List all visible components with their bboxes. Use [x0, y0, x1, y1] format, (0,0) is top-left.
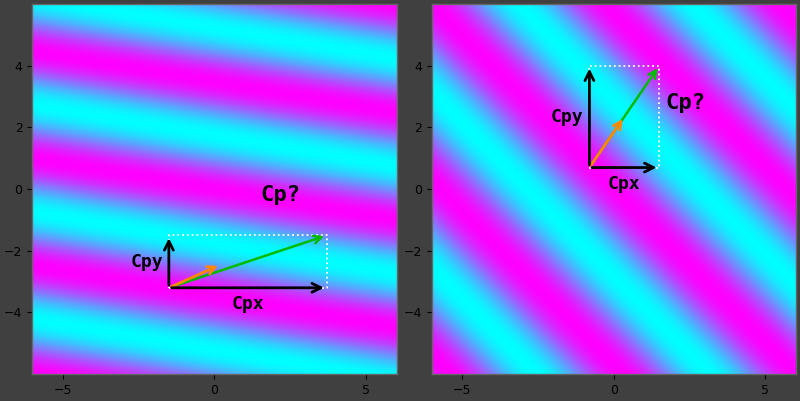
Text: Cp?: Cp? [260, 185, 300, 205]
Text: Cpy: Cpy [130, 253, 162, 271]
Text: Cpx: Cpx [608, 175, 641, 193]
Text: Cpy: Cpy [550, 108, 583, 126]
Text: Cpx: Cpx [231, 296, 264, 314]
Text: Cp?: Cp? [666, 93, 706, 113]
